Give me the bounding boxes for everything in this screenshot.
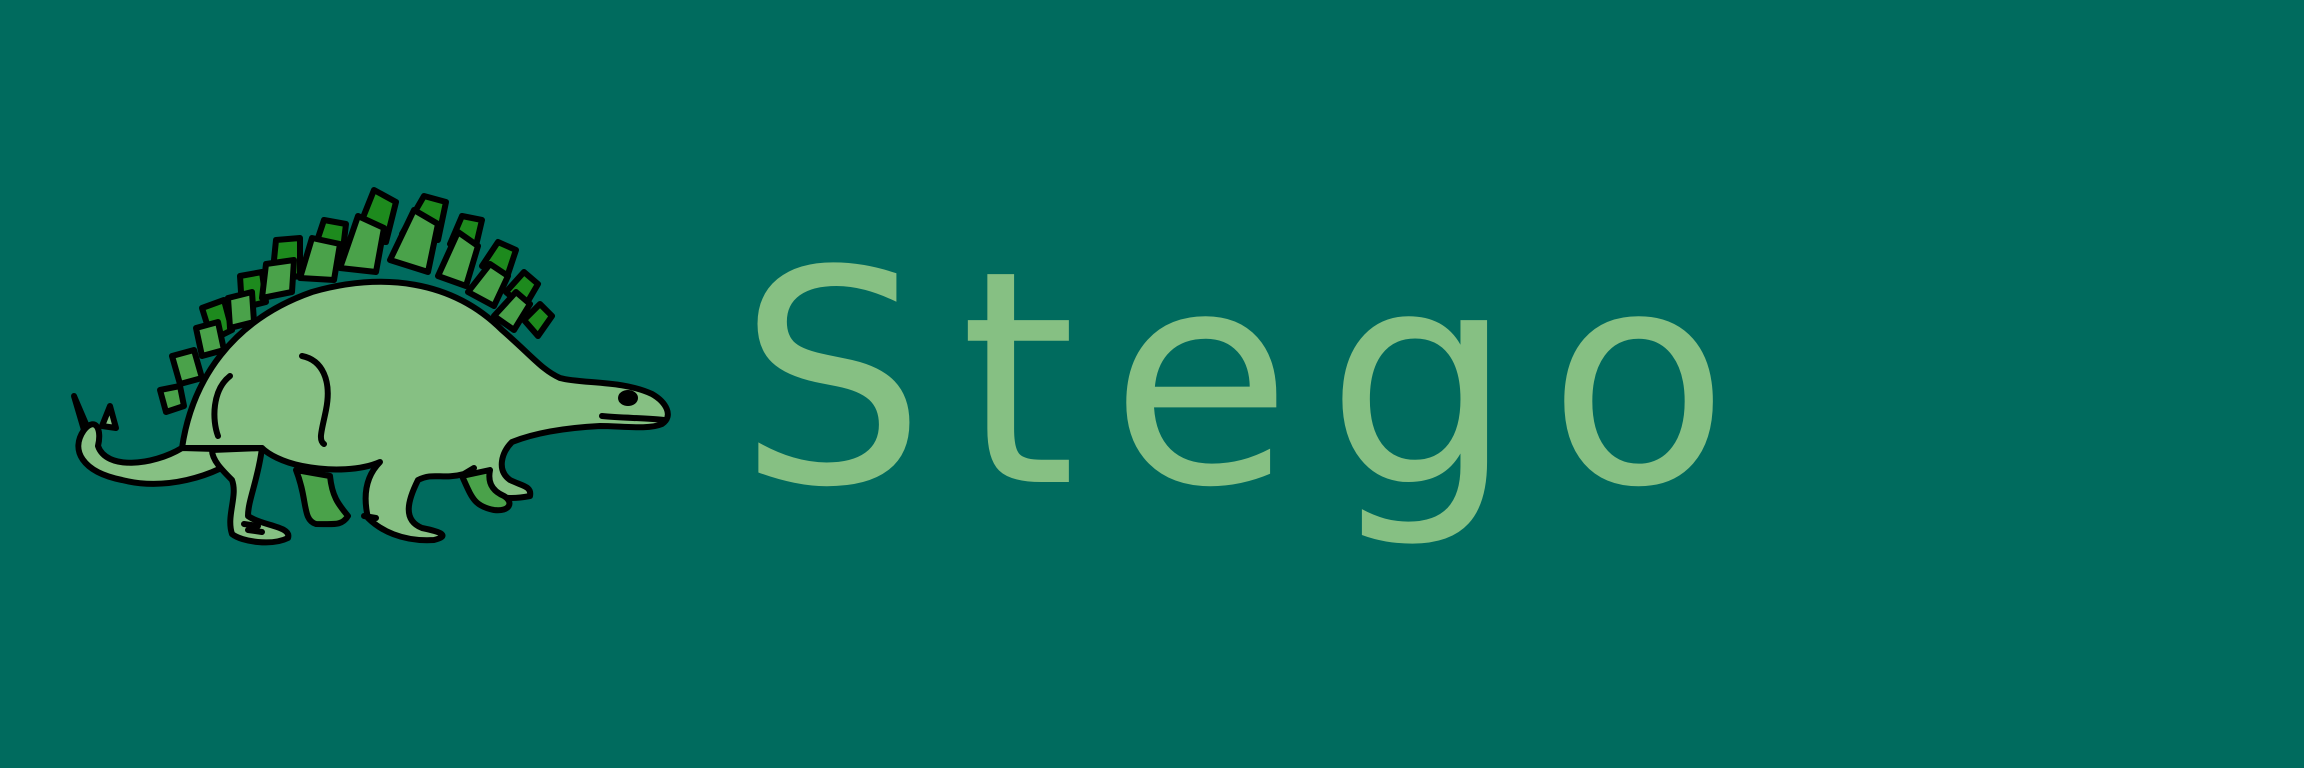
stegosaurus-icon <box>71 187 671 546</box>
banner-title: Stego <box>738 207 1764 552</box>
